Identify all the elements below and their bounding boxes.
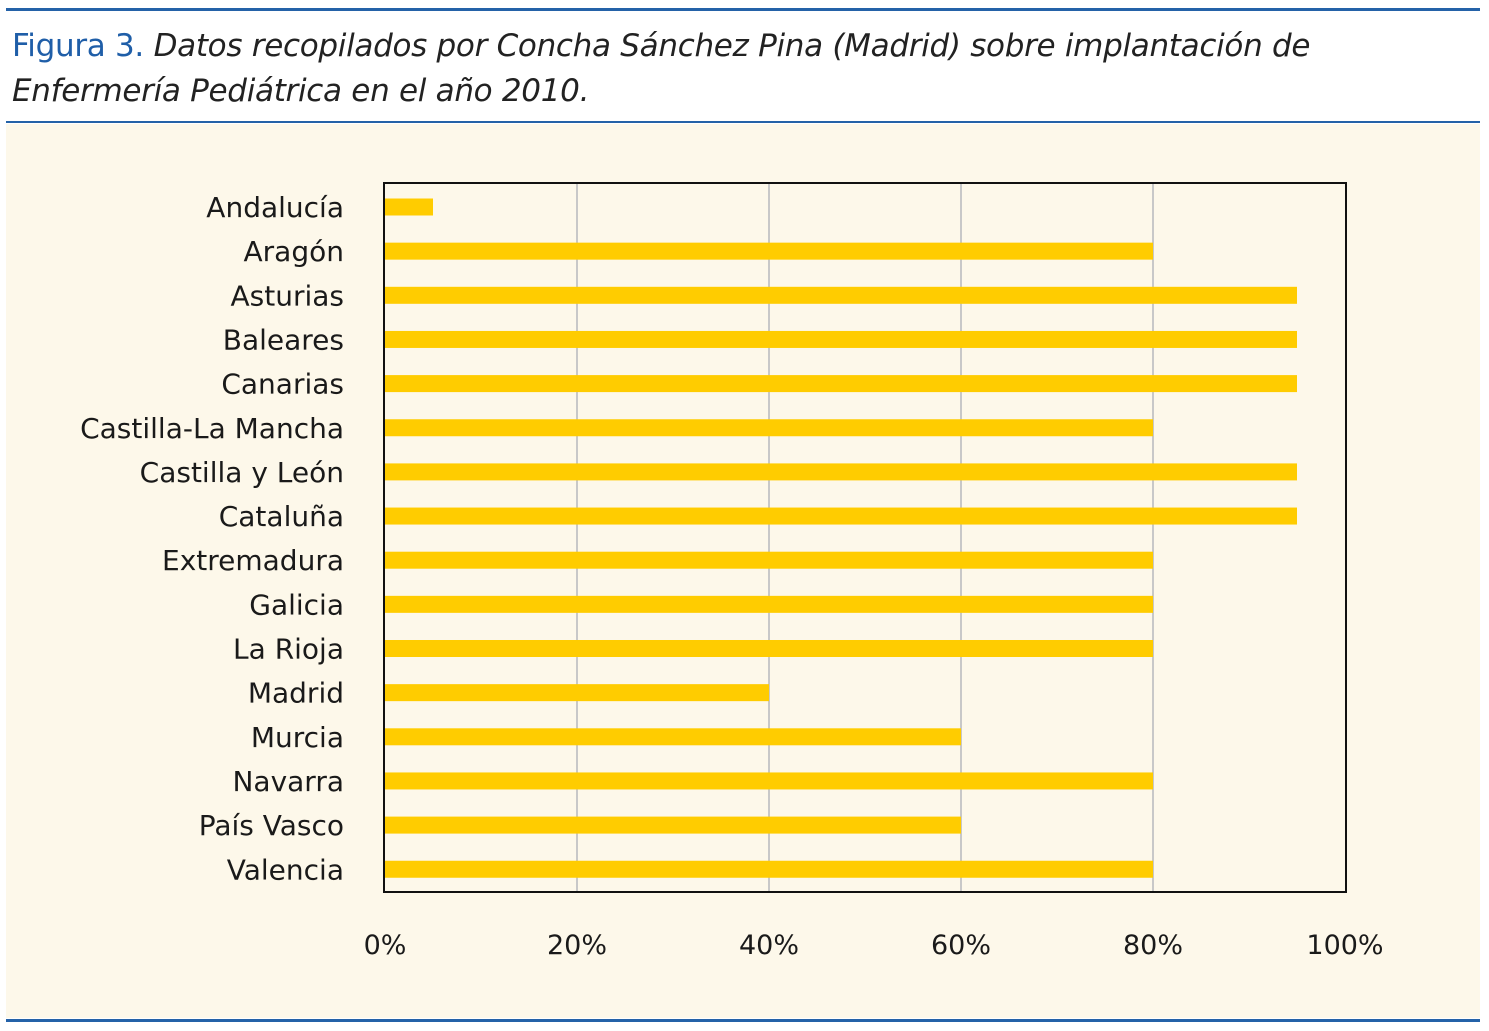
bar xyxy=(385,595,1153,613)
bar xyxy=(385,419,1153,437)
caption-rule xyxy=(6,121,1480,123)
category-label: Navarra xyxy=(232,765,344,798)
x-tick-label: 40% xyxy=(739,930,799,961)
figure-caption: Figura 3. Datos recopilados por Concha S… xyxy=(12,24,1472,114)
bar xyxy=(385,684,769,702)
category-label: Asturias xyxy=(230,279,344,312)
x-tick-label: 100% xyxy=(1306,930,1383,961)
category-label: Galicia xyxy=(249,588,344,621)
category-label: Canarias xyxy=(221,368,344,401)
bar xyxy=(385,375,1297,393)
category-label: Andalucía xyxy=(206,191,344,224)
bar xyxy=(385,286,1297,304)
bottom-rule xyxy=(6,1019,1480,1022)
bar xyxy=(385,640,1153,657)
category-label: Extremadura xyxy=(162,544,344,577)
x-tick-label: 60% xyxy=(931,930,991,961)
bar xyxy=(385,507,1297,525)
x-tick-label: 20% xyxy=(547,930,607,961)
bar xyxy=(385,198,433,216)
x-tick-label: 0% xyxy=(364,930,407,961)
figure-label: Figura 3. xyxy=(12,28,144,64)
bar xyxy=(385,860,1153,878)
category-label: Cataluña xyxy=(219,500,344,533)
bar xyxy=(385,551,1153,569)
plot-frame xyxy=(383,182,1347,893)
category-label: La Rioja xyxy=(233,633,344,666)
bar xyxy=(385,816,961,834)
x-tick-label: 80% xyxy=(1123,930,1183,961)
category-label: Valencia xyxy=(227,853,344,886)
bar xyxy=(385,728,961,746)
bar xyxy=(385,463,1297,481)
top-rule xyxy=(6,8,1480,11)
bar xyxy=(385,330,1297,348)
category-label: Baleares xyxy=(223,323,344,356)
figure-caption-text: Datos recopilados por Concha Sánchez Pin… xyxy=(12,28,1311,109)
category-label: Castilla-La Mancha xyxy=(80,412,344,445)
category-label: Madrid xyxy=(248,677,344,710)
bar xyxy=(385,772,1153,790)
bar xyxy=(385,242,1153,260)
category-label: Aragón xyxy=(244,235,344,268)
category-label: País Vasco xyxy=(199,809,344,842)
category-label: Murcia xyxy=(251,721,344,754)
category-label: Castilla y León xyxy=(140,456,344,489)
